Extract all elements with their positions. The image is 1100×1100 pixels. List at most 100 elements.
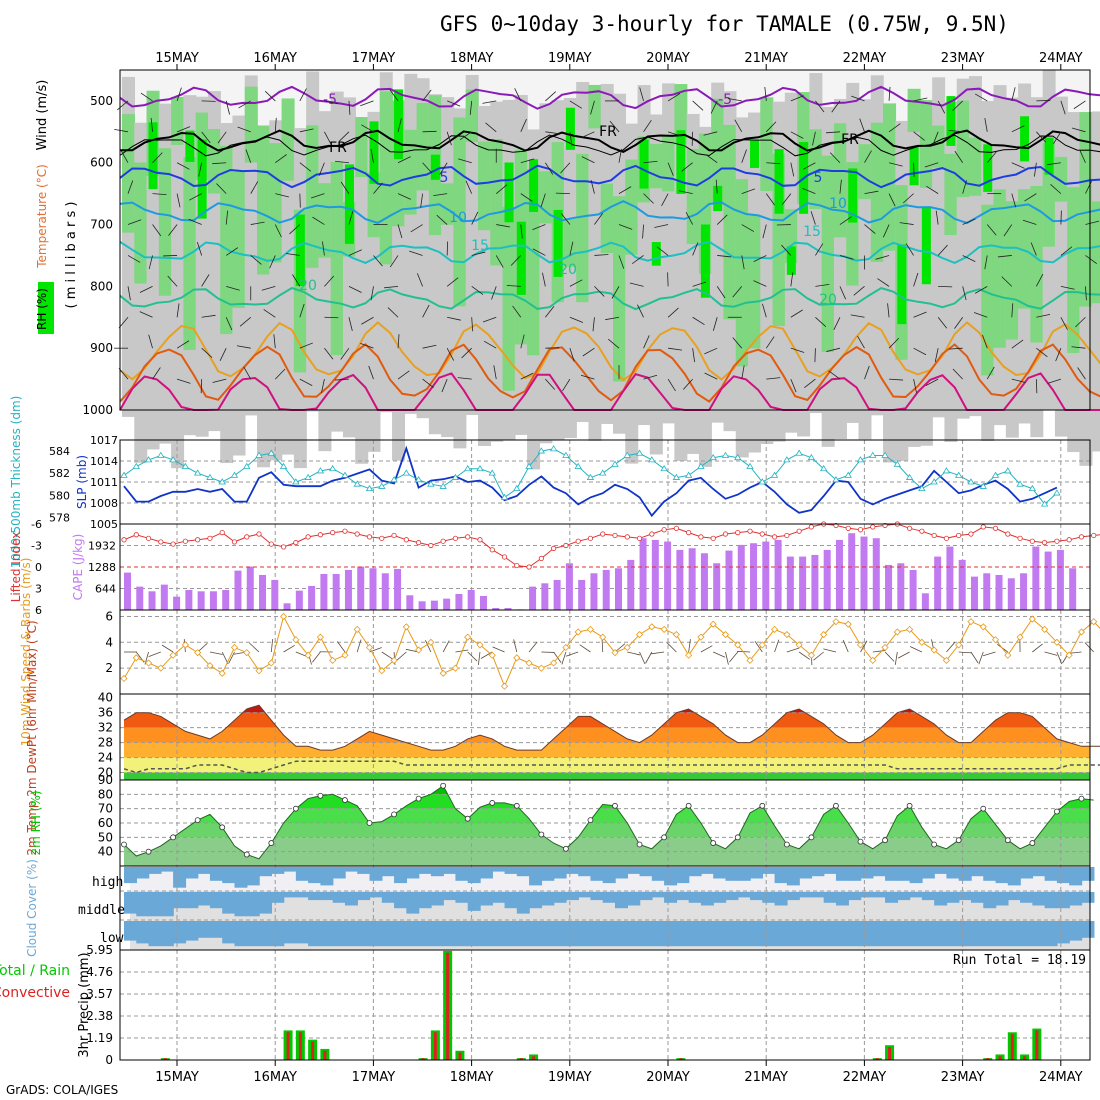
cape-bar (774, 539, 782, 610)
wind-barb (275, 154, 287, 164)
cloud-bar (160, 921, 174, 947)
rh-band (968, 137, 982, 196)
cloud-bar (246, 892, 260, 917)
rh-marker (268, 840, 275, 846)
wind-marker (120, 674, 128, 683)
wind-barb (312, 651, 321, 663)
cloud-bar (185, 892, 199, 909)
cloud-bar (394, 921, 408, 947)
wind-barb (1011, 303, 1014, 318)
rh-band (134, 162, 148, 284)
wind-barb (888, 193, 896, 207)
cape-bar (295, 590, 303, 610)
cloud-bar (406, 867, 420, 879)
wind-barb (545, 131, 560, 135)
cloud-bar (750, 921, 764, 947)
wind-barb (937, 317, 948, 329)
wind-barb (629, 282, 644, 287)
cloud-bar (860, 921, 874, 947)
cloud-bar (443, 921, 457, 947)
cloud-bar (786, 867, 800, 886)
cloud-bar (136, 892, 150, 917)
cape-bar (246, 566, 254, 610)
rh-marker (121, 841, 127, 848)
wind-marker (218, 669, 226, 677)
pressure-tick: 800 (90, 279, 113, 293)
ylabel-slp: SLP (mb) (75, 455, 89, 509)
isotherm-label: 15 (803, 224, 821, 240)
wind-barb (250, 181, 259, 194)
date-label: 15MAY (155, 1070, 199, 1085)
wind-barb (974, 286, 988, 294)
cloud-bar (1069, 867, 1083, 886)
wind-marker (967, 618, 975, 626)
wind-barb (608, 338, 620, 349)
thickness-marker (230, 471, 239, 478)
cape-bar (492, 607, 500, 610)
wind-barb (397, 118, 402, 132)
rh-band (649, 143, 663, 189)
wind-barb (962, 255, 976, 262)
precip-conv-bar (323, 1050, 327, 1060)
cape-bar (455, 593, 463, 610)
wind-barb (356, 639, 362, 653)
cape-bar (283, 603, 291, 610)
wind-marker (292, 636, 300, 644)
temp-band (124, 742, 1090, 758)
wind-barb (899, 222, 914, 225)
rh-band (907, 88, 921, 132)
wind-barb (982, 334, 988, 349)
wind-barb (859, 118, 865, 132)
cloud-bar (774, 921, 788, 947)
rh-marker (734, 834, 741, 841)
cloud-bar (455, 921, 469, 947)
li-marker (133, 532, 139, 538)
cloud-bar (467, 867, 481, 884)
rh-band (858, 144, 872, 200)
wind-barb (754, 640, 763, 653)
wind-barb (274, 224, 282, 238)
wind-barb (1071, 127, 1086, 133)
cape-bar (553, 579, 561, 610)
wind-barb (582, 347, 595, 357)
wind-barb (493, 365, 497, 380)
cloud-bar (737, 921, 751, 947)
rh-band (774, 149, 784, 214)
thickness-marker (1028, 484, 1037, 492)
wind-barb (590, 100, 595, 115)
wind-barb (850, 314, 865, 318)
cape-bar (799, 556, 807, 610)
wind-barb (1079, 149, 1086, 163)
cloud-bar (529, 921, 543, 947)
wind-barb (732, 286, 743, 298)
thickness-marker (758, 478, 767, 485)
wind-barb (1085, 180, 1092, 194)
rh-tick: 40 (98, 845, 113, 859)
cloud-bar (357, 892, 371, 901)
wind-barb (334, 160, 349, 164)
cape-bar (1020, 573, 1028, 610)
wind-barb (715, 179, 718, 194)
cloud-bar (958, 921, 972, 947)
wind-barb (520, 118, 527, 132)
cape-bar (467, 589, 475, 610)
date-label: 17MAY (352, 51, 396, 66)
cape-bar (615, 568, 622, 610)
cloud-bar (983, 921, 997, 947)
cloud-bar (295, 867, 309, 881)
wind-barb (798, 651, 811, 660)
wind-marker (758, 641, 766, 649)
li-marker (759, 531, 765, 537)
cloud-bar (259, 921, 273, 947)
wind-barb (410, 224, 423, 233)
wind-barb (176, 303, 180, 318)
wind-barb (225, 317, 233, 331)
cloud-bar (443, 892, 457, 901)
precip-conv-bar (421, 1058, 425, 1060)
wind-barb (973, 312, 988, 318)
cloud-bar (651, 921, 665, 947)
isotherm-line (119, 129, 1100, 153)
cloud-bar (443, 867, 457, 874)
thickness-marker (599, 469, 607, 476)
thickness-marker (390, 476, 398, 483)
